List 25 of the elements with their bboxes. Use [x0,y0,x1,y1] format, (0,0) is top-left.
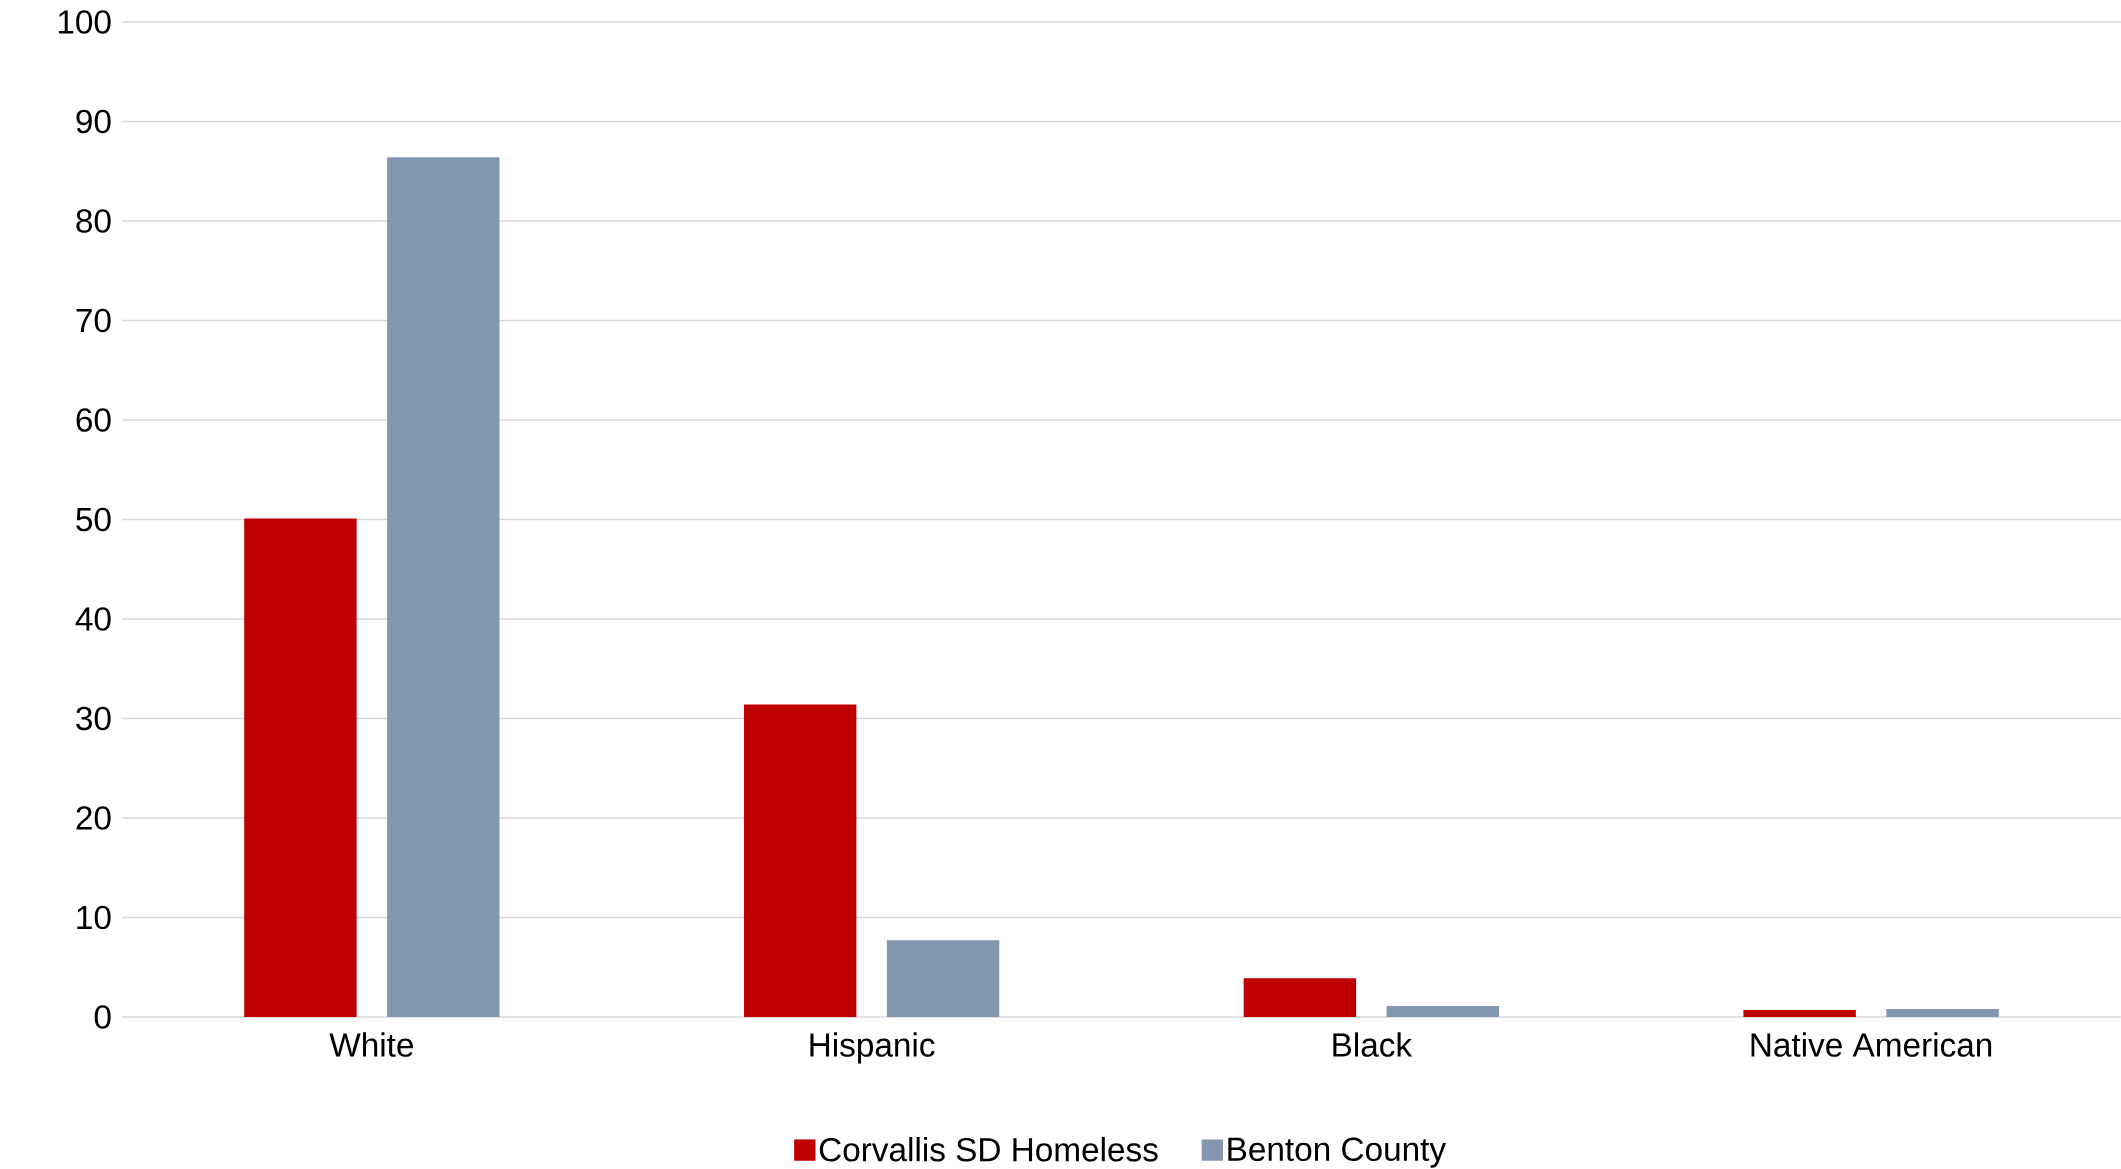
y-tick-label: 90 [76,109,111,134]
y-tick-label: 80 [76,209,111,233]
legend-label: Corvallis SD Homeless [819,1137,1158,1162]
bar [1743,1010,1856,1017]
x-tick-label: Black [1333,1032,1413,1057]
y-tick-label: 40 [75,607,111,631]
y-tick-label: 100 [58,10,111,34]
legend-label: Benton County [1228,1137,1447,1168]
y-tick-label: 50 [76,507,111,532]
y-tick-label: 70 [76,308,111,333]
y-tick-label: 20 [76,806,111,830]
y-tick-label: 60 [76,408,111,432]
x-tick-label: Hispanic [810,1032,935,1064]
y-tick-label: 10 [77,905,111,930]
x-tick-label: Native American [1751,1032,1992,1057]
bar [743,704,857,1017]
bar [387,157,500,1017]
y-tick-label: 30 [76,706,111,731]
y-tick-label: 0 [94,1005,111,1029]
bar [886,940,1000,1017]
bar [244,518,357,1017]
x-tick-label: White [329,1032,413,1057]
bar [1243,978,1357,1017]
bar [1886,1009,1999,1017]
bar [1386,1006,1500,1017]
